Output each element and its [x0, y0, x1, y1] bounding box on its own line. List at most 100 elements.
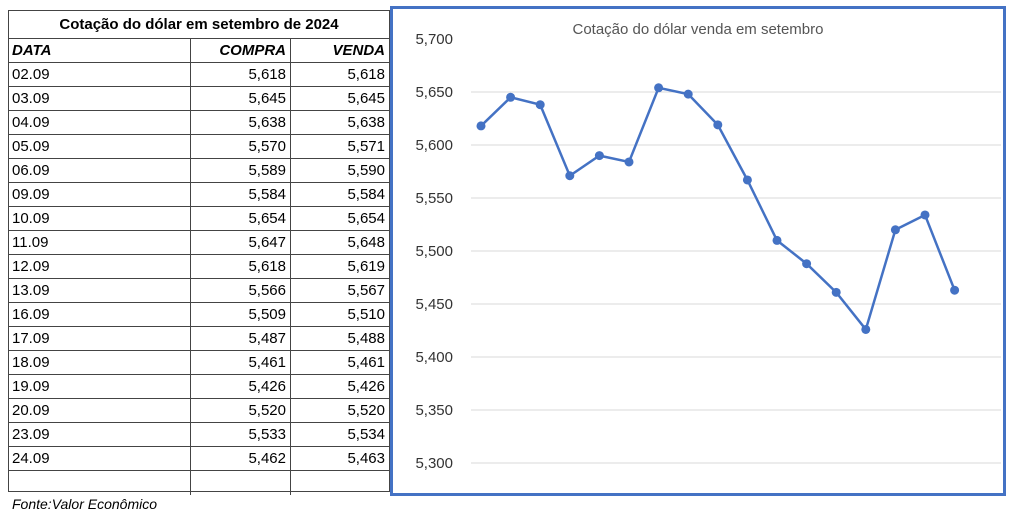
cell-venda: 5,648	[347, 234, 385, 251]
y-tick-label: 5,650	[415, 84, 453, 101]
cell-compra: 5,584	[191, 183, 291, 206]
cell-date: 17.09	[9, 327, 191, 350]
data-point	[742, 175, 752, 185]
data-point	[950, 285, 960, 295]
data-point	[624, 157, 634, 167]
cell-compra: 5,589	[191, 159, 291, 182]
cell-compra: 5,426	[191, 375, 291, 398]
cell-compra: 5,618	[191, 255, 291, 278]
cell-venda: 5,534	[347, 426, 385, 443]
data-point	[594, 151, 604, 161]
cell-venda: 5,463	[347, 450, 385, 467]
source-note: Fonte:Valor Econômico	[12, 496, 157, 512]
cell-venda: 5,584	[347, 186, 385, 203]
table-body: 02.09 5,618 5,618 03.09 5,645 5,645 04.09 5,638…	[9, 63, 389, 495]
cell-compra: 5,520	[191, 399, 291, 422]
cell-date: 03.09	[9, 87, 191, 110]
table-row: 03.09 5,645 5,645	[9, 87, 389, 111]
cell-venda: 5,510	[347, 306, 385, 323]
cell-compra: 5,566	[191, 279, 291, 302]
cell-date: 02.09	[9, 63, 191, 86]
cell-venda: 5,571	[347, 138, 385, 155]
table-row: 17.09 5,487 5,488	[9, 327, 389, 351]
cell-compra: 5,509	[191, 303, 291, 326]
data-point	[802, 259, 812, 269]
table-row: 16.09 5,509 5,510	[9, 303, 389, 327]
data-point	[772, 235, 782, 245]
cell-venda: 5,638	[347, 114, 385, 131]
data-point	[831, 287, 841, 297]
cell-compra	[191, 471, 291, 495]
table-title: Cotação do dólar em setembro de 2024	[9, 11, 389, 39]
table-row: 06.09 5,589 5,590	[9, 159, 389, 183]
cell-venda: 5,618	[347, 66, 385, 83]
cell-date: 18.09	[9, 351, 191, 374]
line-chart: 5,700 5,650 5,600 5,550 5,500 5,450 5,400 5,350…	[390, 6, 1006, 496]
cell-venda: 5,654	[347, 210, 385, 227]
data-point	[920, 210, 930, 220]
cell-venda: 5,619	[347, 258, 385, 275]
cell-compra: 5,487	[191, 327, 291, 350]
cell-compra: 5,462	[191, 447, 291, 470]
cell-venda: 5,426	[347, 378, 385, 395]
data-point	[654, 83, 664, 93]
cell-compra: 5,618	[191, 63, 291, 86]
data-point	[861, 324, 871, 334]
cell-date: 19.09	[9, 375, 191, 398]
table-row: 10.09 5,654 5,654	[9, 207, 389, 231]
table-row: 13.09 5,566 5,567	[9, 279, 389, 303]
table-row	[9, 471, 389, 495]
header-venda: VENDA	[332, 42, 385, 59]
cell-venda: 5,645	[347, 90, 385, 107]
data-point	[683, 89, 693, 99]
cell-date: 23.09	[9, 423, 191, 446]
table-row: 20.09 5,520 5,520	[9, 399, 389, 423]
cell-date: 09.09	[9, 183, 191, 206]
header-data: DATA	[9, 39, 191, 62]
cell-venda: 5,567	[347, 282, 385, 299]
cell-date: 12.09	[9, 255, 191, 278]
data-point	[713, 120, 723, 130]
table-row: 11.09 5,647 5,648	[9, 231, 389, 255]
cell-venda: 5,590	[347, 162, 385, 179]
cell-compra: 5,647	[191, 231, 291, 254]
cell-venda: 5,488	[347, 330, 385, 347]
y-tick-label: 5,300	[415, 455, 453, 472]
data-point	[565, 171, 575, 181]
cell-venda	[291, 471, 389, 495]
cell-date: 16.09	[9, 303, 191, 326]
cell-date: 11.09	[9, 231, 191, 254]
y-tick-label: 5,500	[415, 243, 453, 260]
cell-date	[9, 471, 191, 495]
y-tick-label: 5,350	[415, 402, 453, 419]
cell-date: 20.09	[9, 399, 191, 422]
table-row: 04.09 5,638 5,638	[9, 111, 389, 135]
cell-venda: 5,520	[347, 402, 385, 419]
cell-compra: 5,654	[191, 207, 291, 230]
table-row: 09.09 5,584 5,584	[9, 183, 389, 207]
y-tick-label: 5,550	[415, 190, 453, 207]
cell-date: 04.09	[9, 111, 191, 134]
table-header-row: DATA COMPRA VENDA	[9, 39, 389, 63]
data-point	[535, 100, 545, 110]
cell-date: 10.09	[9, 207, 191, 230]
cell-venda: 5,461	[347, 354, 385, 371]
cell-compra: 5,533	[191, 423, 291, 446]
header-compra: COMPRA	[191, 39, 291, 62]
cell-compra: 5,645	[191, 87, 291, 110]
data-point	[506, 92, 516, 102]
quote-table: Cotação do dólar em setembro de 2024 DAT…	[8, 10, 390, 495]
y-tick-label: 5,700	[415, 31, 453, 48]
table-row: 23.09 5,533 5,534	[9, 423, 389, 447]
table-row: 05.09 5,570 5,571	[9, 135, 389, 159]
table-row: 19.09 5,426 5,426	[9, 375, 389, 399]
table-row: 18.09 5,461 5,461	[9, 351, 389, 375]
chart-title: Cotação do dólar venda em setembro	[572, 21, 824, 38]
cell-date: 05.09	[9, 135, 191, 158]
table-row: 12.09 5,618 5,619	[9, 255, 389, 279]
y-tick-label: 5,600	[415, 137, 453, 154]
chart-plot: 5,700 5,650 5,600 5,550 5,500 5,450 5,400 5,350…	[415, 31, 1001, 472]
cell-compra: 5,638	[191, 111, 291, 134]
cell-date: 24.09	[9, 447, 191, 470]
cell-compra: 5,570	[191, 135, 291, 158]
